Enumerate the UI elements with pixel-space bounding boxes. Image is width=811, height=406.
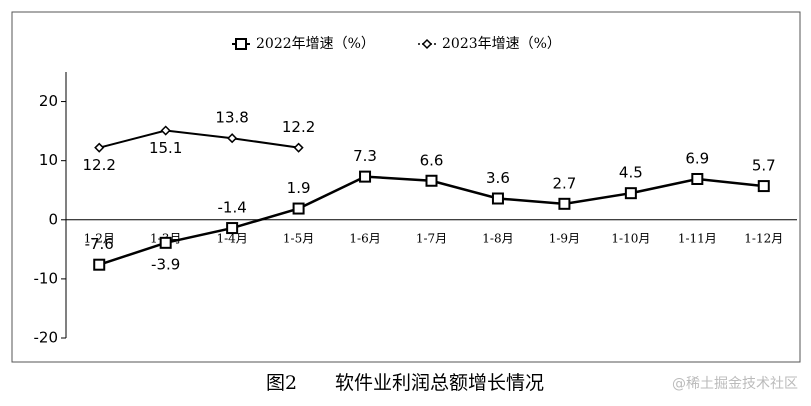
x-tick-label: 1-5月 [283, 231, 314, 245]
marker [293, 142, 304, 153]
marker [425, 174, 438, 187]
marker [235, 38, 247, 50]
marker [757, 180, 770, 193]
chart-frame [11, 11, 801, 363]
marker [359, 170, 372, 183]
y-tick-label: 20 [39, 92, 58, 110]
data-label: 1.9 [287, 179, 311, 197]
marker [558, 197, 571, 210]
data-label: 2.7 [552, 174, 576, 192]
marker [292, 202, 305, 215]
marker [159, 236, 172, 249]
y-tick-label: 0 [48, 210, 58, 228]
x-tick-label: 1-12月 [744, 231, 783, 245]
data-label: 4.5 [619, 164, 643, 182]
marker [94, 142, 105, 153]
data-label: 5.7 [752, 157, 776, 175]
x-tick-label: 1-4月 [216, 231, 247, 245]
data-label: 12.2 [282, 118, 315, 136]
x-tick-label: 1-10月 [611, 231, 650, 245]
marker [227, 133, 238, 144]
data-label: -7.6 [85, 235, 114, 253]
y-tick-label: -10 [34, 269, 59, 287]
line [98, 175, 764, 266]
marker [624, 187, 637, 200]
legend-label: 2022年增速（%） [256, 36, 375, 52]
marker [226, 222, 239, 235]
data-label: 6.6 [420, 151, 444, 169]
data-label: 13.8 [215, 109, 248, 127]
data-label: 3.6 [486, 169, 510, 187]
caption: 图2 软件业利润总额增长情况 [266, 372, 544, 394]
data-label: -3.9 [151, 255, 180, 273]
y-tick-label: 10 [39, 151, 58, 169]
data-label: -1.4 [217, 199, 246, 217]
x-tick-label: 1-9月 [549, 231, 580, 245]
marker [421, 38, 433, 50]
marker [491, 192, 504, 205]
marker [691, 172, 704, 185]
data-label: 6.9 [685, 149, 709, 167]
watermark: @稀土掘金技术社区 [672, 376, 798, 392]
line [98, 129, 299, 149]
marker [160, 125, 171, 136]
data-label: 15.1 [149, 139, 182, 157]
x-tick-label: 1-6月 [349, 231, 380, 245]
x-tick-label: 1-8月 [482, 231, 513, 245]
x-tick-label: 1-2月 [84, 231, 115, 245]
x-tick-label: 1-11月 [678, 231, 717, 245]
y-tick-label: -20 [34, 329, 59, 347]
data-label: 12.2 [83, 156, 116, 174]
data-label: 7.3 [353, 147, 377, 165]
legend-label: 2023年增速（%） [442, 36, 561, 52]
marker [93, 258, 106, 271]
x-tick-label: 1-7月 [416, 231, 447, 245]
